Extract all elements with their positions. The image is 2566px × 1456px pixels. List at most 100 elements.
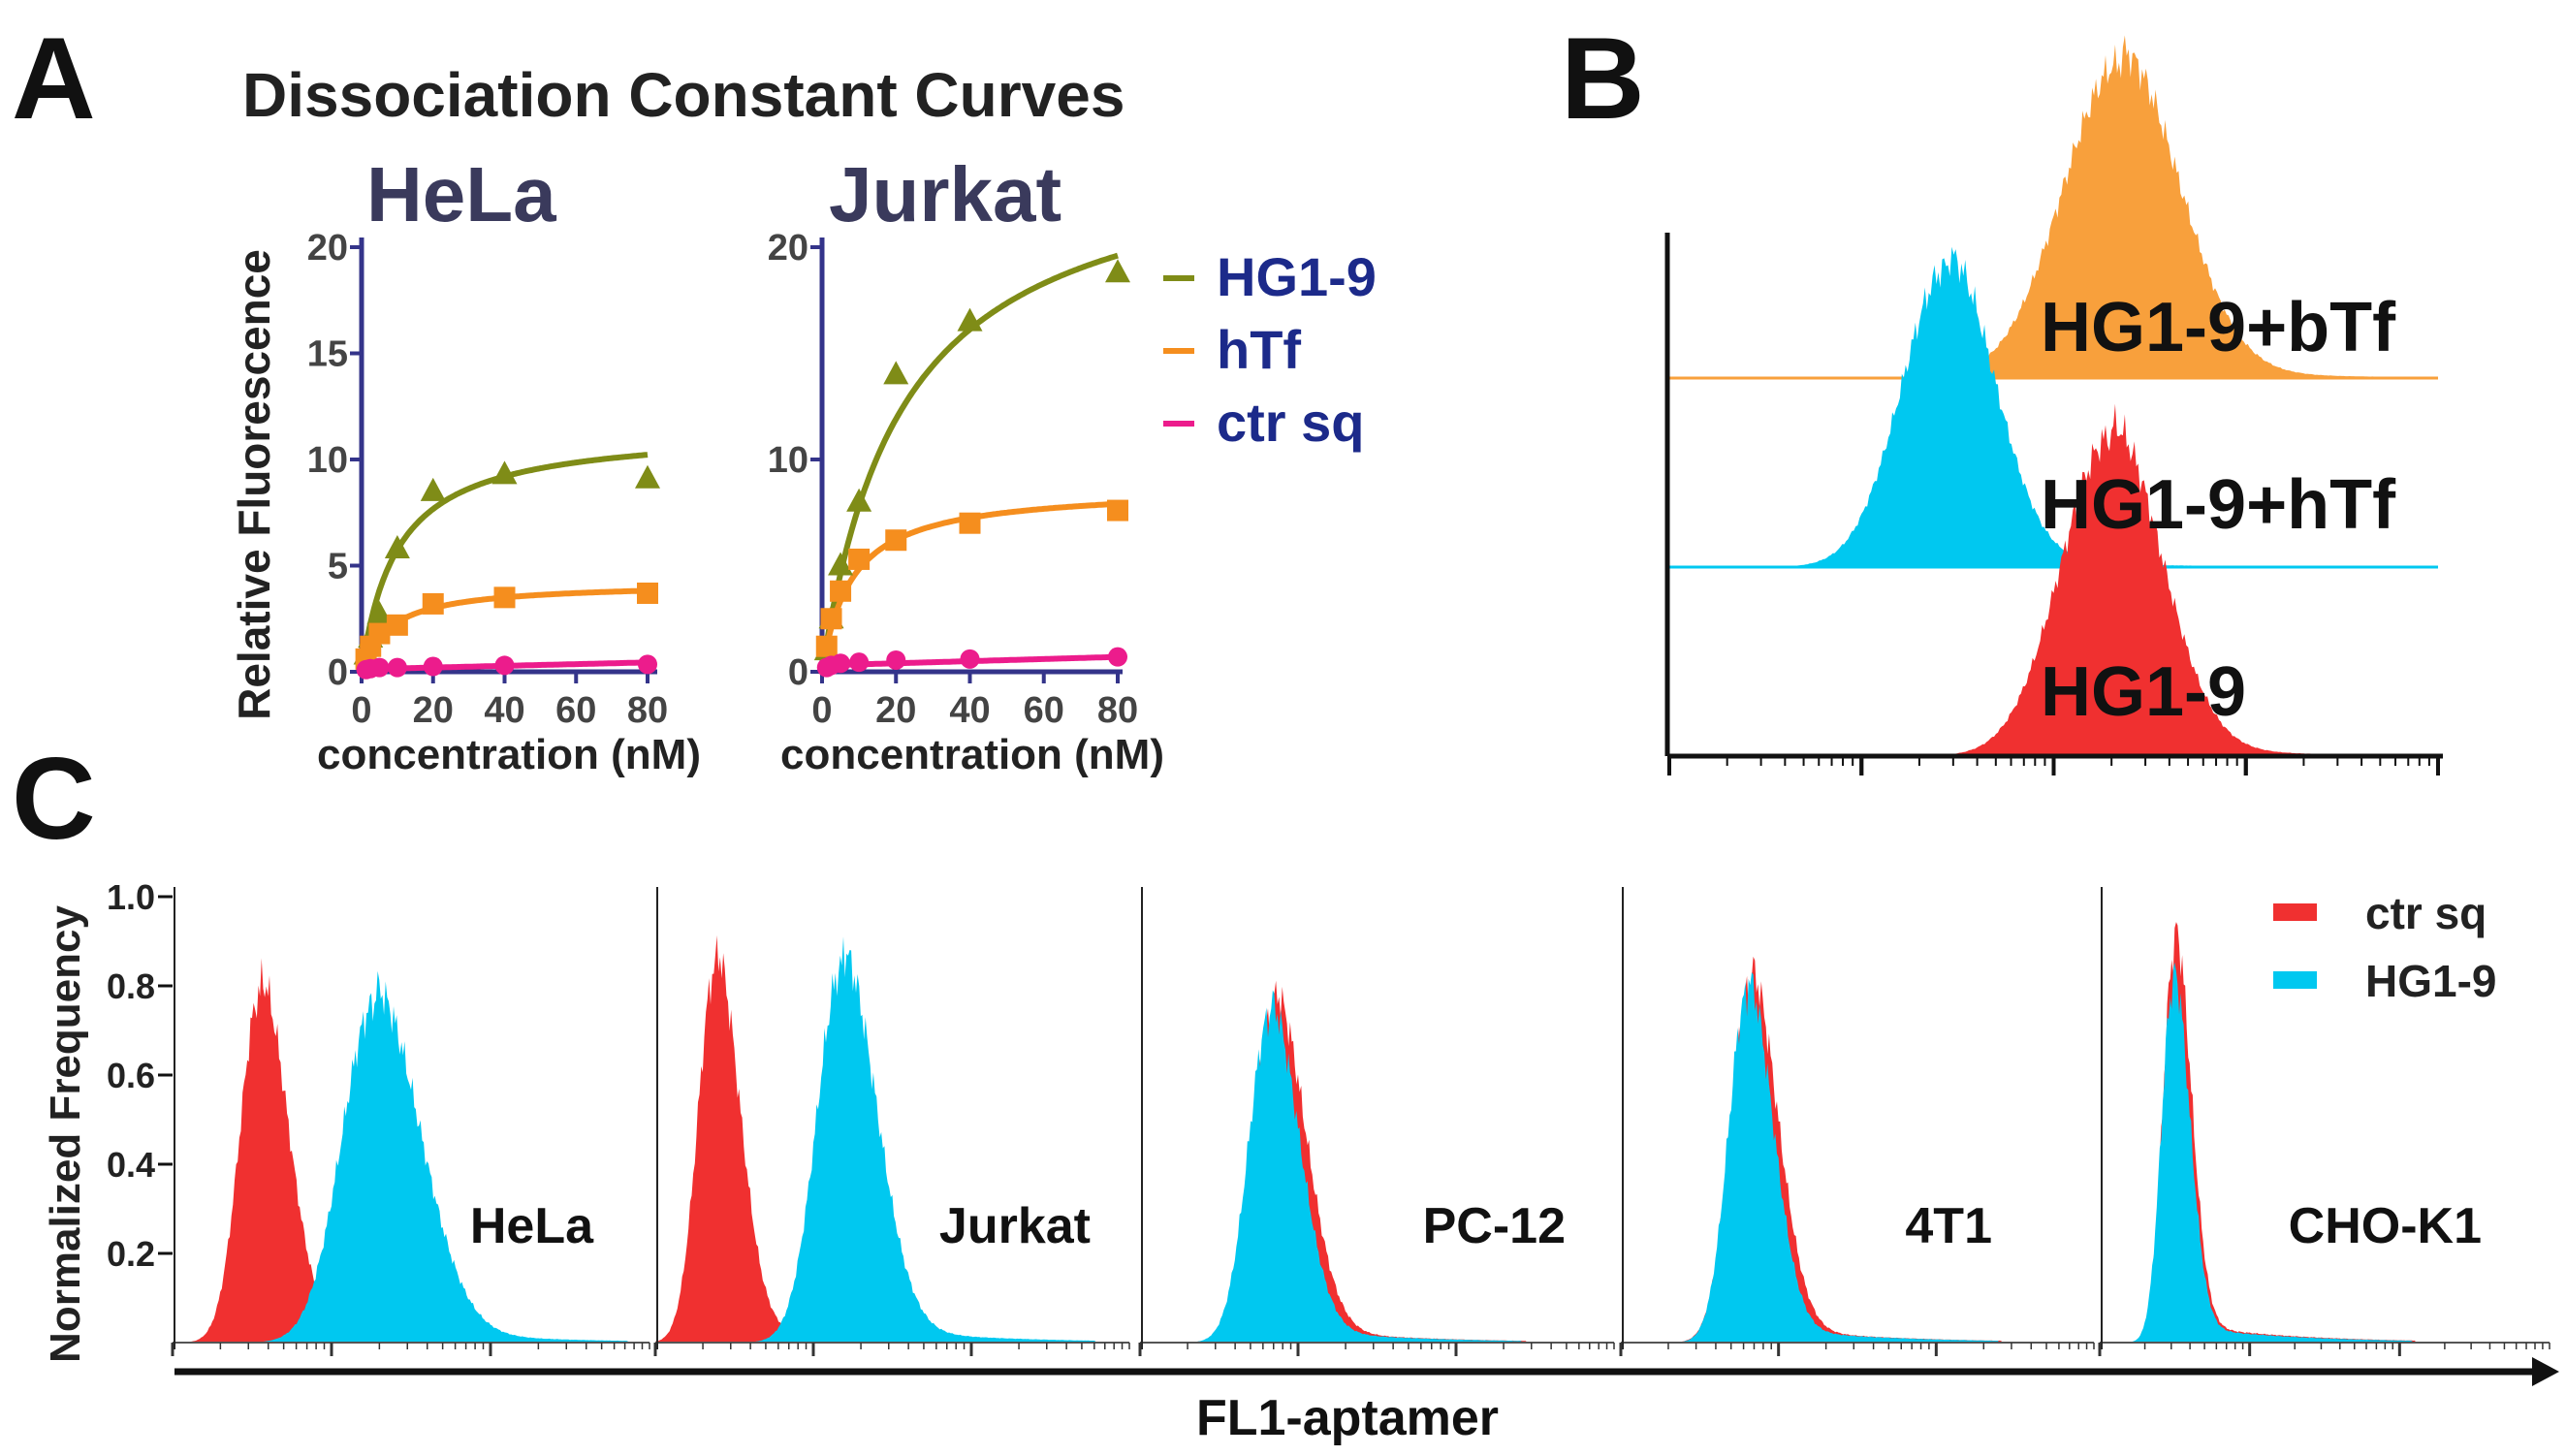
- histogram-area: [1669, 403, 2438, 756]
- subplot-pc-12: PC-12: [1138, 887, 1615, 1356]
- data-point: [366, 600, 393, 624]
- data-point: [957, 307, 983, 332]
- subplot-hela: HeLa: [171, 887, 650, 1356]
- subplot-4t1: 4T1: [1619, 887, 2095, 1356]
- histogram-area: [1140, 980, 1614, 1343]
- subplot-jurkat: Jurkat 0 10 20 0 20 40 60 80 concentration (nM…: [768, 151, 1164, 778]
- cell-line-label: CHO-K1: [2289, 1198, 2482, 1254]
- y-tick-label: 1.0: [107, 877, 155, 917]
- legend-label-ctr: ctr sq: [1217, 392, 1365, 453]
- x-tick-label: 0: [351, 690, 371, 731]
- legend-label-hg19: HG1-9: [1217, 246, 1377, 307]
- histogram-area: [173, 958, 649, 1343]
- x-tick-label: 20: [875, 690, 916, 731]
- subplot-hela: HeLa 0 5 10 15 20 0 20 40 60 80 concentration (n…: [307, 151, 701, 778]
- histogram-area: [173, 970, 649, 1343]
- data-point: [384, 534, 410, 558]
- histogram-area: [1140, 990, 1614, 1343]
- x-tick-label: 20: [413, 690, 454, 731]
- legend-swatch-hg19: [2273, 971, 2317, 989]
- panel-letter-c: C: [12, 734, 96, 864]
- data-point: [849, 652, 870, 673]
- data-point: [1105, 259, 1130, 283]
- x-axis-label-jurkat: concentration (nM): [780, 731, 1164, 778]
- curve-label-hg19-btf: HG1-9+bTf: [2041, 289, 2396, 366]
- y-tick-label: 0: [328, 652, 348, 693]
- y-tick-label: 0.6: [107, 1056, 155, 1095]
- data-point: [494, 655, 515, 676]
- subplot-jurkat: Jurkat: [653, 887, 1130, 1356]
- y-tick-label: 10: [307, 440, 348, 481]
- x-axis-label-c: FL1-aptamer: [1196, 1390, 1499, 1446]
- y-axis-label: Relative Fluorescence: [229, 249, 279, 720]
- y-tick-label: 0.8: [107, 966, 155, 1006]
- panel-letter-b: B: [1561, 14, 1645, 143]
- data-point: [368, 622, 391, 645]
- histogram-area: [1669, 35, 2438, 378]
- histogram-area: [2100, 962, 2550, 1343]
- y-tick-label: 10: [768, 440, 808, 481]
- data-point: [386, 614, 408, 636]
- y-tick-label: 5: [328, 547, 348, 587]
- subplots: HeLa Jurkat PC-12 4T1 CHO-K1: [171, 887, 2550, 1356]
- x-ticks: 0 20 40 60 80: [811, 672, 1138, 731]
- y-tick-label: 0.2: [107, 1234, 155, 1274]
- subplot-title-hela: HeLa: [366, 151, 556, 237]
- legend-a: HG1-9 hTf ctr sq: [1163, 246, 1377, 453]
- y-ticks: 0.2 0.4 0.6 0.8 1.0: [107, 877, 173, 1274]
- data-point: [960, 649, 980, 669]
- histogram-area: [1621, 956, 2094, 1343]
- data-point: [493, 586, 516, 609]
- data-point: [846, 488, 872, 512]
- data-point: [815, 635, 838, 657]
- y-tick-label: 15: [307, 334, 348, 375]
- panel-a-title: Dissociation Constant Curves: [242, 60, 1125, 130]
- data-point: [423, 656, 443, 677]
- data-point: [830, 580, 852, 602]
- legend-c: ctr sq HG1-9: [2273, 888, 2496, 1006]
- histogram-curves: [1669, 35, 2438, 758]
- x-tick-label: 80: [627, 690, 668, 731]
- fit-line: [359, 452, 649, 673]
- cell-line-label: HeLa: [470, 1198, 594, 1254]
- curve-label-hg19: HG1-9: [2041, 653, 2246, 731]
- data-point: [1107, 499, 1128, 522]
- data-markers: [353, 460, 660, 680]
- x-tick-label: 80: [1097, 690, 1138, 731]
- cell-line-label: 4T1: [1905, 1198, 1992, 1254]
- data-point: [387, 657, 407, 678]
- histogram-area: [655, 934, 1129, 1343]
- data-point: [637, 582, 658, 604]
- panel-letter-a: A: [12, 14, 96, 143]
- x-axis-label-hela: concentration (nM): [317, 731, 701, 778]
- y-axis-label-c: Normalized Frequency: [42, 905, 89, 1363]
- data-point: [491, 460, 518, 485]
- fit-curves: [359, 452, 649, 673]
- cell-line-label: PC-12: [1423, 1198, 1566, 1254]
- legend-label-hg19: HG1-9: [2365, 956, 2496, 1006]
- histogram-area: [1621, 972, 2094, 1343]
- x-tick-label: 60: [555, 690, 596, 731]
- cell-line-label: Jurkat: [939, 1198, 1091, 1254]
- data-point: [369, 657, 390, 678]
- data-point: [883, 361, 909, 385]
- y-tick-label: 0.4: [107, 1145, 155, 1185]
- histogram-area: [655, 936, 1129, 1343]
- data-point: [420, 477, 446, 501]
- data-point: [638, 654, 657, 675]
- subplot-cho-k1: CHO-K1: [2098, 887, 2550, 1356]
- data-point: [848, 548, 871, 570]
- legend-label-htf: hTf: [1217, 319, 1301, 380]
- y-tick-label: 0: [788, 652, 808, 693]
- x-tick-label: 40: [484, 690, 524, 731]
- x-ticks: 0 20 40 60 80: [351, 672, 668, 731]
- panel-b: HG1-9+bTf HG1-9+hTf HG1-9: [1664, 35, 2443, 775]
- y-tick-label: 20: [307, 228, 348, 269]
- data-point: [828, 552, 854, 576]
- panel-a: Dissociation Constant Curves Relative Fl…: [229, 60, 1377, 778]
- data-point: [959, 512, 981, 534]
- data-point: [831, 653, 851, 674]
- y-tick-label: 20: [768, 228, 808, 269]
- x-ticks-log: [1667, 756, 2440, 775]
